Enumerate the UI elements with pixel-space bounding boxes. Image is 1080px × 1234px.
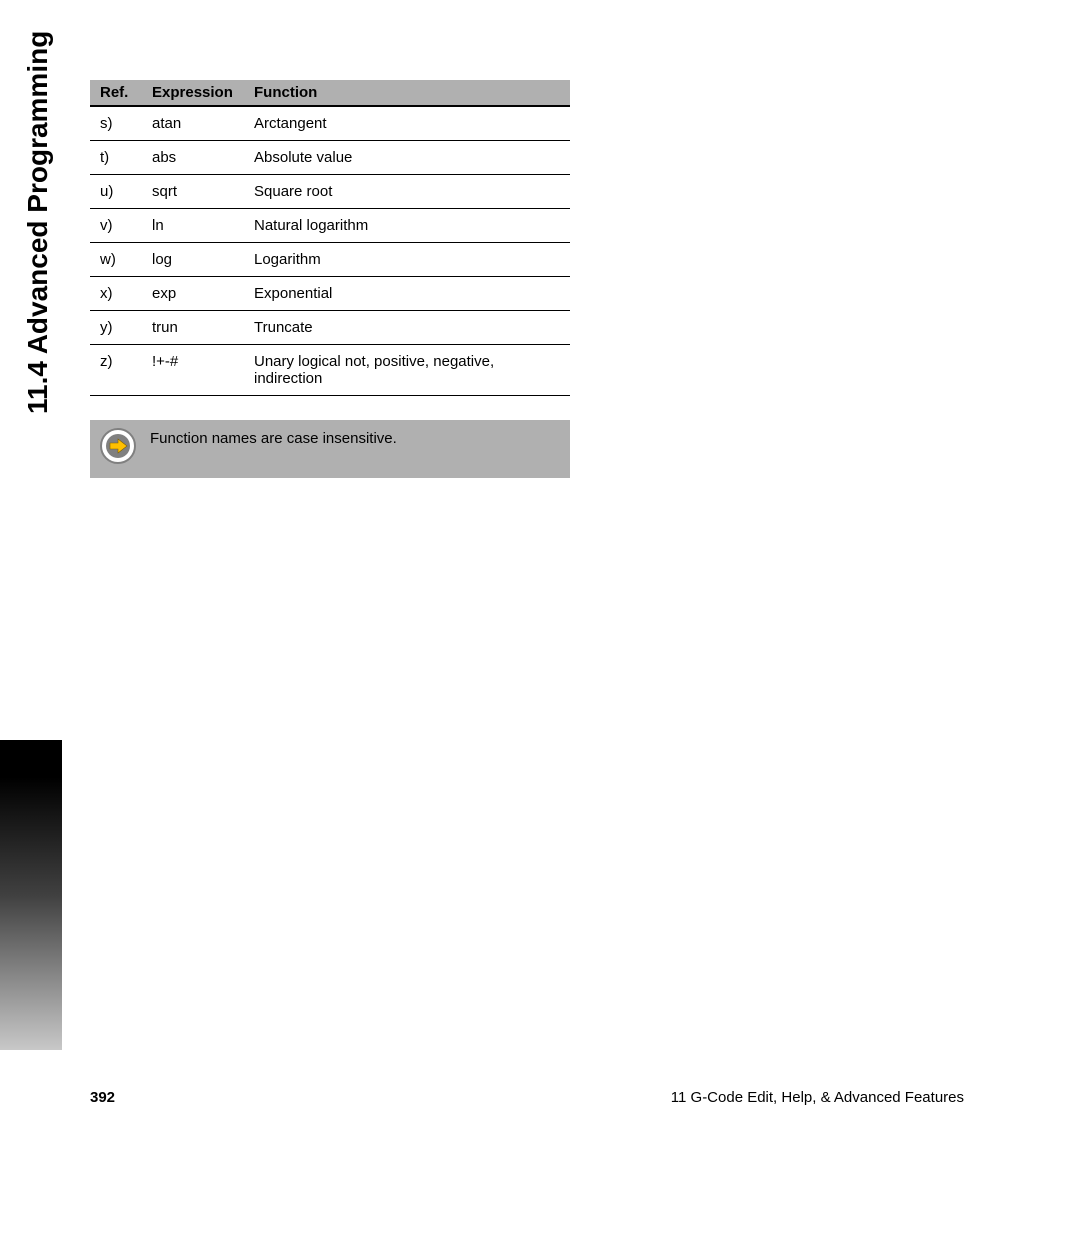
cell-expr: log bbox=[144, 243, 246, 277]
cell-ref: s) bbox=[90, 106, 144, 141]
cell-func: Unary logical not, positive, negative, i… bbox=[246, 345, 570, 396]
cell-ref: v) bbox=[90, 209, 144, 243]
cell-ref: u) bbox=[90, 175, 144, 209]
section-heading-vertical: 11.4 Advanced Programming bbox=[22, 31, 54, 414]
table-header-function: Function bbox=[246, 80, 570, 106]
table-row: z) !+-# Unary logical not, positive, neg… bbox=[90, 345, 570, 396]
info-note-box: Function names are case insensitive. bbox=[90, 420, 570, 478]
cell-expr: abs bbox=[144, 141, 246, 175]
cell-ref: x) bbox=[90, 277, 144, 311]
table-row: s) atan Arctangent bbox=[90, 106, 570, 141]
main-content: Ref. Expression Function s) atan Arctang… bbox=[90, 80, 570, 478]
table-row: t) abs Absolute value bbox=[90, 141, 570, 175]
cell-ref: y) bbox=[90, 311, 144, 345]
table-header-row: Ref. Expression Function bbox=[90, 80, 570, 106]
table-row: v) ln Natural logarithm bbox=[90, 209, 570, 243]
cell-expr: !+-# bbox=[144, 345, 246, 396]
table-header-expression: Expression bbox=[144, 80, 246, 106]
cell-func: Square root bbox=[246, 175, 570, 209]
cell-func: Natural logarithm bbox=[246, 209, 570, 243]
cell-func: Arctangent bbox=[246, 106, 570, 141]
cell-expr: exp bbox=[144, 277, 246, 311]
cell-ref: w) bbox=[90, 243, 144, 277]
table-header-ref: Ref. bbox=[90, 80, 144, 106]
cell-expr: atan bbox=[144, 106, 246, 141]
function-table: Ref. Expression Function s) atan Arctang… bbox=[90, 80, 570, 396]
page-edge-tab bbox=[0, 740, 62, 1050]
table-row: w) log Logarithm bbox=[90, 243, 570, 277]
cell-expr: ln bbox=[144, 209, 246, 243]
cell-func: Truncate bbox=[246, 311, 570, 345]
page-number: 392 bbox=[90, 1089, 115, 1106]
table-row: u) sqrt Square root bbox=[90, 175, 570, 209]
cell-func: Logarithm bbox=[246, 243, 570, 277]
info-note-text: Function names are case insensitive. bbox=[150, 430, 397, 447]
table-row: y) trun Truncate bbox=[90, 311, 570, 345]
cell-expr: sqrt bbox=[144, 175, 246, 209]
cell-expr: trun bbox=[144, 311, 246, 345]
cell-ref: z) bbox=[90, 345, 144, 396]
cell-func: Exponential bbox=[246, 277, 570, 311]
cell-ref: t) bbox=[90, 141, 144, 175]
footer-chapter-title: 11 G-Code Edit, Help, & Advanced Feature… bbox=[671, 1089, 964, 1106]
table-row: x) exp Exponential bbox=[90, 277, 570, 311]
arrow-right-circle-icon bbox=[100, 428, 136, 464]
cell-func: Absolute value bbox=[246, 141, 570, 175]
